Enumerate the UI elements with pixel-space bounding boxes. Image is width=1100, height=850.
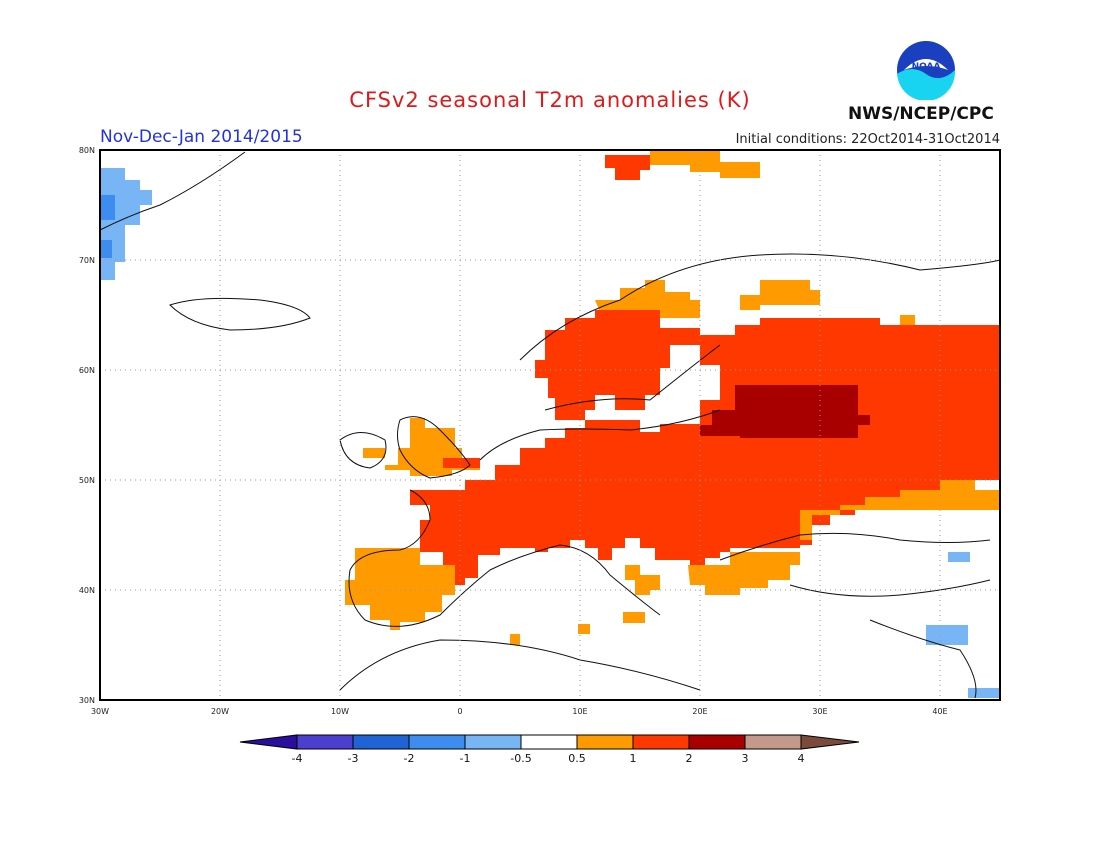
- colorbar-swatch: [688, 734, 746, 750]
- lon-tick-0: 0: [457, 707, 462, 716]
- graticule: [100, 150, 1000, 700]
- initial-conditions: Initial conditions: 22Oct2014-31Oct2014: [735, 132, 1000, 147]
- lon-tick-40e: 40E: [932, 707, 947, 716]
- longitude-ticks: 30W 20W 10W 0 10E 20E 30E 40E: [91, 707, 948, 716]
- colorbar-swatch: [632, 734, 690, 750]
- lat-tick-30n: 30N: [79, 696, 95, 705]
- noaa-logo-icon: NOAA: [897, 41, 955, 100]
- colorbar-label: -2: [404, 752, 415, 765]
- coastlines: [99, 151, 1001, 699]
- latitude-ticks: 30N 40N 50N 60N 70N 80N: [79, 146, 95, 705]
- organization-label: NWS/NCEP/CPC: [848, 104, 994, 124]
- lat-tick-80n: 80N: [79, 146, 95, 155]
- logo-lettering: NOAA: [912, 62, 941, 72]
- colorbar-label: 4: [798, 752, 805, 765]
- lat-tick-60n: 60N: [79, 366, 95, 375]
- colorbar-swatch: [520, 734, 578, 750]
- lat-tick-40n: 40N: [79, 586, 95, 595]
- map-frame: [99, 149, 1001, 701]
- lat-tick-50n: 50N: [79, 476, 95, 485]
- colorbar-label: 0.5: [568, 752, 586, 765]
- colorbar-label: -0.5: [510, 752, 531, 765]
- colorbar-label: -4: [292, 752, 303, 765]
- colorbar-arrow-low: [239, 734, 298, 750]
- anomaly-shading: [100, 150, 1000, 698]
- colorbar-swatch: [576, 734, 634, 750]
- colorbar-label: 1: [630, 752, 637, 765]
- lon-tick-30w: 30W: [91, 707, 109, 716]
- lat-tick-70n: 70N: [79, 256, 95, 265]
- colorbar-swatch: [408, 734, 466, 750]
- colorbar-label: -3: [348, 752, 359, 765]
- lon-tick-20e: 20E: [692, 707, 707, 716]
- colorbar-label: 3: [742, 752, 749, 765]
- colorbar-swatch: [352, 734, 410, 750]
- lon-tick-20w: 20W: [211, 707, 229, 716]
- colorbar-swatch: [296, 734, 354, 750]
- map-title: CFSv2 seasonal T2m anomalies (K): [349, 88, 751, 112]
- colorbar-swatch: [464, 734, 522, 750]
- colorbar-label: -1: [460, 752, 471, 765]
- lon-tick-10e: 10E: [572, 707, 587, 716]
- lon-tick-30e: 30E: [812, 707, 827, 716]
- colorbar: -4 -3 -2 -1 -0.5 0.5 1 2 3 4: [239, 734, 860, 765]
- forecast-period: Nov-Dec-Jan 2014/2015: [100, 127, 303, 147]
- colorbar-swatch: [744, 734, 802, 750]
- colorbar-label: 2: [686, 752, 693, 765]
- colorbar-arrow-high: [800, 734, 860, 750]
- lon-tick-10w: 10W: [331, 707, 349, 716]
